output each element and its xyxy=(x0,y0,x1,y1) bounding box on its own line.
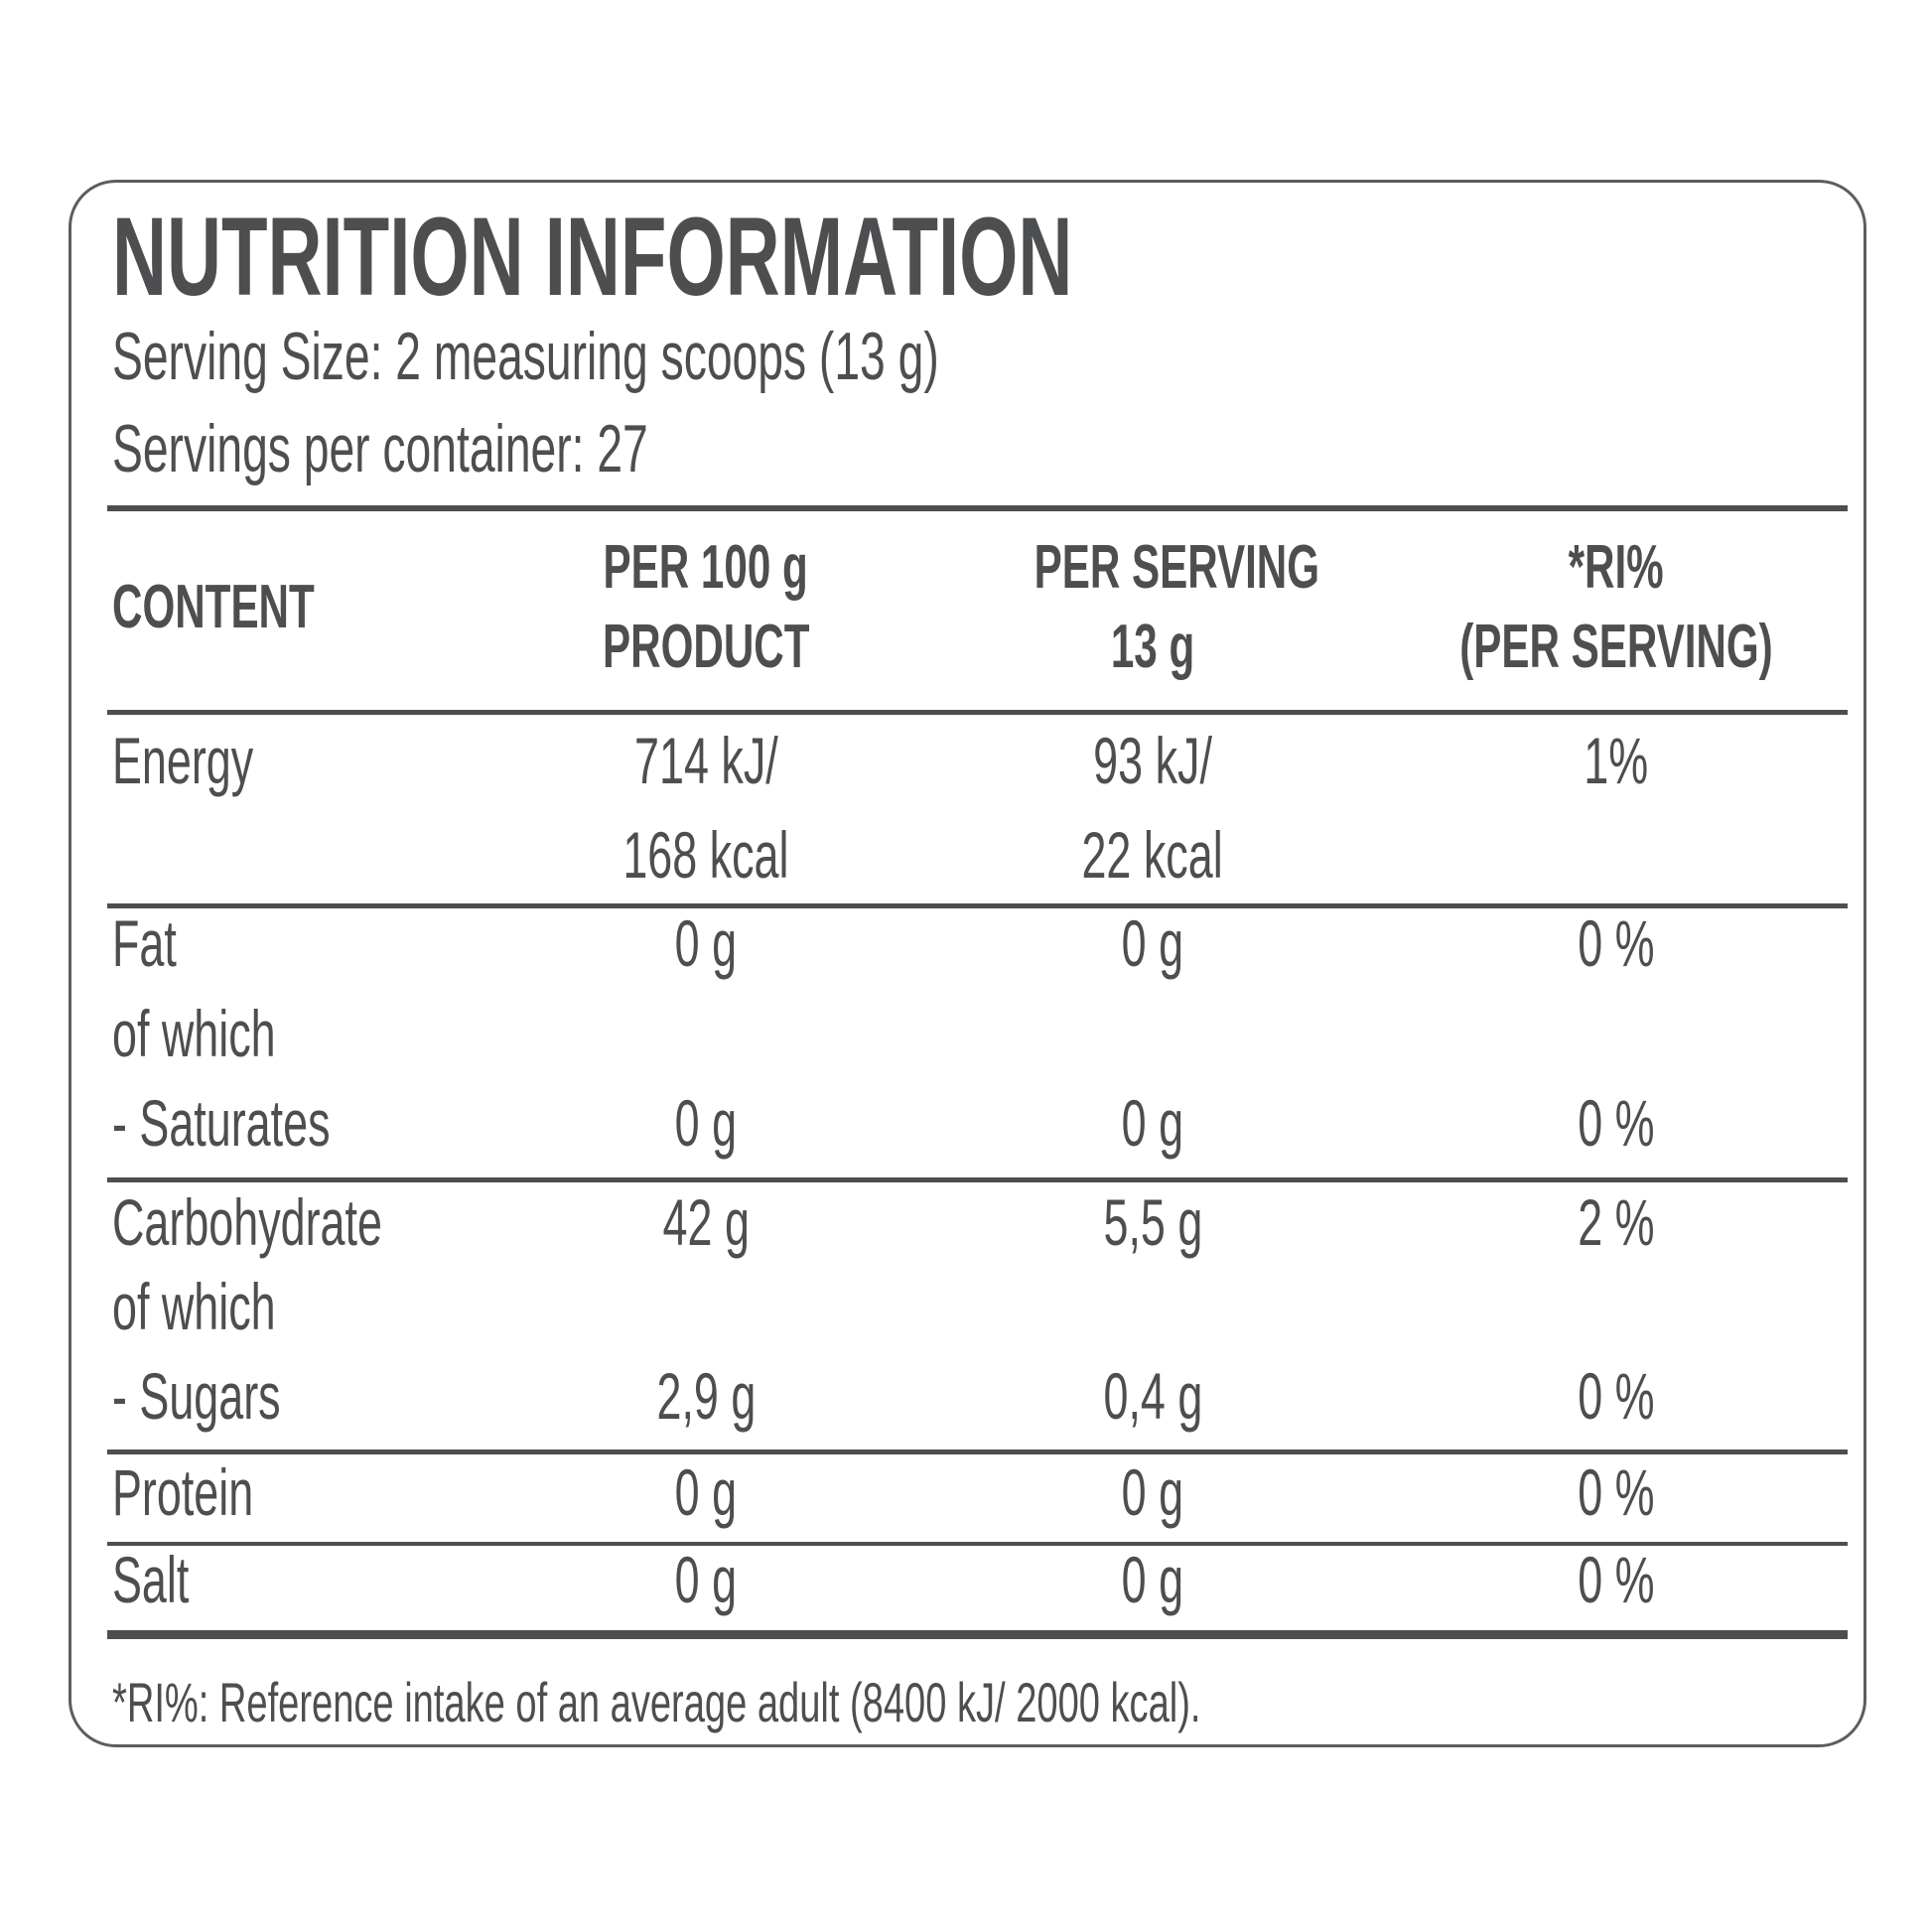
divider-sugars xyxy=(107,1449,1848,1454)
value-per-serving: 0 g xyxy=(1121,1455,1184,1529)
header-ri-percent: *RI% (PER SERVING) xyxy=(1459,533,1773,681)
nutrition-label-panel: NUTRITION INFORMATION Serving Size: 2 me… xyxy=(69,180,1866,1747)
divider-protein xyxy=(107,1542,1848,1546)
value-per-100g: 0 g xyxy=(674,906,738,980)
row-label: - Sugars xyxy=(112,1359,281,1433)
table-row-energy: Energy 714 kJ/ 168 kcal 93 kJ/ 22 kcal 1… xyxy=(107,714,1848,902)
table-row-of-which-fat: of which xyxy=(107,1001,1848,1066)
value-per-100g: 0 g xyxy=(674,1543,738,1616)
row-label: Salt xyxy=(112,1543,190,1616)
table-header-row: CONTENT PER 100 g PRODUCT PER SERVING 13… xyxy=(107,528,1848,687)
divider-energy xyxy=(107,903,1848,908)
value-per-100g: 0 g xyxy=(674,1086,738,1160)
row-label: Fat xyxy=(112,906,177,980)
row-label: Carbohydrate xyxy=(112,1185,382,1259)
value-per-100g: 0 g xyxy=(674,1455,738,1529)
reference-intake-footnote: *RI%: Reference intake of an average adu… xyxy=(112,1671,1201,1733)
table-row-salt: Salt 0 g 0 g 0 % xyxy=(107,1547,1848,1612)
serving-size-text: Serving Size: 2 measuring scoops (13 g) xyxy=(112,319,939,394)
value-per-100g: 2,9 g xyxy=(656,1359,756,1433)
divider-header xyxy=(107,710,1848,715)
header-per-serving: PER SERVING 13 g xyxy=(1034,533,1320,681)
row-label: of which xyxy=(112,997,276,1070)
value-ri: 1% xyxy=(1584,724,1649,797)
table-row-saturates: - Saturates 0 g 0 g 0 % xyxy=(107,1090,1848,1156)
table-row-protein: Protein 0 g 0 g 0 % xyxy=(107,1459,1848,1525)
value-per-serving: 93 kJ/ 22 kcal xyxy=(1081,724,1224,892)
value-ri: 2 % xyxy=(1578,1185,1655,1259)
value-per-serving: 0 g xyxy=(1121,906,1184,980)
value-per-serving: 0 g xyxy=(1121,1543,1184,1616)
value-per-serving: 5,5 g xyxy=(1103,1185,1202,1259)
value-per-serving: 0 g xyxy=(1121,1086,1184,1160)
value-ri: 0 % xyxy=(1578,906,1655,980)
value-per-serving: 0,4 g xyxy=(1103,1359,1202,1433)
divider-salt-thick xyxy=(107,1630,1848,1639)
value-ri: 0 % xyxy=(1578,1455,1655,1529)
row-label: of which xyxy=(112,1270,276,1343)
value-ri: 0 % xyxy=(1578,1086,1655,1160)
value-ri: 0 % xyxy=(1578,1543,1655,1616)
row-label: - Saturates xyxy=(112,1086,331,1160)
row-label: Energy xyxy=(112,724,254,797)
divider-saturates xyxy=(107,1177,1848,1182)
value-per-100g: 714 kJ/ 168 kcal xyxy=(622,724,789,892)
row-label: Protein xyxy=(112,1455,254,1529)
value-per-100g: 42 g xyxy=(662,1185,750,1259)
header-per-100g: PER 100 g PRODUCT xyxy=(602,533,810,681)
value-ri: 0 % xyxy=(1578,1359,1655,1433)
header-content: CONTENT xyxy=(112,573,315,641)
divider-subtitle xyxy=(107,505,1848,511)
table-row-sugars: - Sugars 2,9 g 0,4 g 0 % xyxy=(107,1363,1848,1429)
table-row-fat: Fat 0 g 0 g 0 % xyxy=(107,910,1848,976)
table-row-of-which-carb: of which xyxy=(107,1274,1848,1339)
table-row-carbohydrate: Carbohydrate 42 g 5,5 g 2 % xyxy=(107,1189,1848,1255)
page-title: NUTRITION INFORMATION xyxy=(112,195,1073,319)
servings-per-container-text: Servings per container: 27 xyxy=(112,411,648,486)
